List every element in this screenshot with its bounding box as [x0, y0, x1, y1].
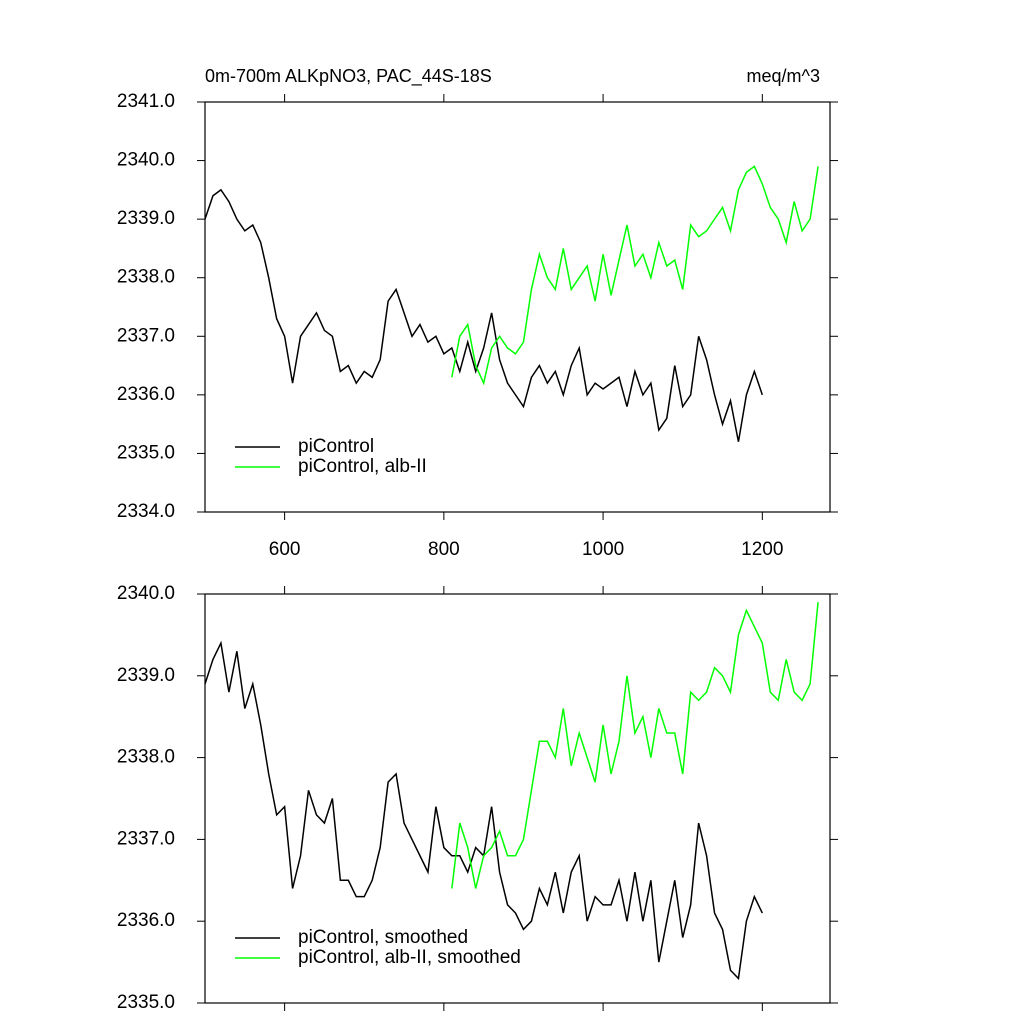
legend-label: piControl, alb-II [298, 456, 427, 477]
y-tick-label: 2337.0 [117, 828, 175, 849]
x-tick-label: 600 [269, 539, 301, 560]
x-tick-label: 800 [428, 539, 460, 560]
y-tick-label: 2340.0 [117, 150, 175, 171]
y-tick-label: 2341.0 [117, 91, 175, 112]
y-tick-label: 2335.0 [117, 442, 175, 463]
y-tick-label: 2337.0 [117, 325, 175, 346]
legend-label: piControl [298, 436, 374, 457]
legend-label: piControl, alb-II, smoothed [298, 947, 521, 968]
plot-frame [204, 101, 831, 513]
data-line [204, 640, 763, 981]
y-tick-label: 2338.0 [117, 267, 175, 288]
x-tick-label: 1200 [741, 539, 783, 560]
y-tick-label: 2335.0 [117, 992, 175, 1013]
y-tick-label: 2336.0 [117, 910, 175, 931]
y-tick-label: 2334.0 [117, 501, 175, 522]
units-label: meq/m^3 [747, 66, 820, 86]
y-tick-label: 2340.0 [117, 583, 175, 604]
y-tick-label: 2339.0 [117, 208, 175, 229]
legend-label: piControl, smoothed [298, 927, 468, 948]
y-tick-label: 2338.0 [117, 747, 175, 768]
y-tick-label: 2339.0 [117, 665, 175, 686]
data-line [204, 188, 764, 442]
chart-title: 0m-700m ALKpNO3, PAC_44S-18S [205, 66, 492, 87]
data-line [451, 165, 819, 386]
plot-frame [204, 593, 831, 1004]
data-line [451, 602, 819, 889]
x-tick-label: 1000 [582, 539, 624, 560]
y-tick-label: 2336.0 [117, 384, 175, 405]
